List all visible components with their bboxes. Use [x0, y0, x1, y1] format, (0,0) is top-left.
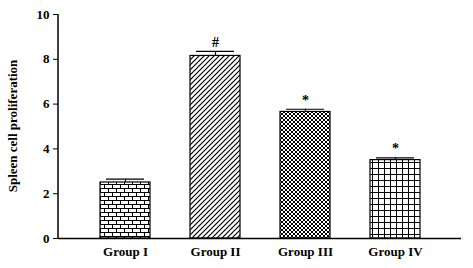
svg-text:Group I: Group I [103, 244, 148, 259]
svg-text:*: * [392, 141, 399, 156]
svg-text:Group III: Group III [278, 244, 333, 259]
svg-text:8: 8 [43, 51, 50, 66]
svg-text:Group IV: Group IV [368, 244, 423, 259]
svg-text:6: 6 [43, 96, 50, 111]
svg-text:#: # [212, 35, 219, 50]
svg-text:Group II: Group II [191, 244, 241, 259]
svg-text:Spleen cell proliferation: Spleen cell proliferation [5, 59, 20, 192]
svg-text:0: 0 [43, 231, 50, 246]
svg-text:10: 10 [37, 7, 50, 22]
svg-text:*: * [302, 93, 309, 108]
svg-text:2: 2 [43, 186, 50, 201]
svg-text:4: 4 [43, 141, 50, 156]
